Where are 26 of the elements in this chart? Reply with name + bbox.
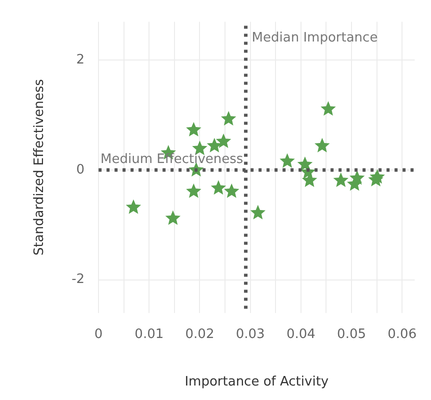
ref-line-label: Median Importance [252, 30, 378, 46]
y-axis-title: Standardized Effectiveness [32, 78, 48, 256]
point [186, 122, 202, 136]
x-axis-title: Importance of Activity [184, 374, 329, 390]
point [210, 180, 226, 195]
point [186, 183, 202, 198]
point [216, 133, 232, 148]
x-tick-label: 0.03 [236, 326, 265, 342]
y-tick-label: 0 [76, 162, 85, 178]
point [220, 110, 236, 126]
x-tick-label: 0.04 [286, 326, 316, 342]
x-tick-label: 0.05 [337, 326, 366, 342]
x-tick-label: 0.02 [185, 326, 214, 342]
point [165, 210, 181, 225]
x-tick-label: 0.06 [388, 326, 417, 342]
point [314, 138, 330, 152]
point [250, 204, 266, 220]
y-tick-label: -2 [72, 272, 85, 288]
point [224, 183, 240, 198]
point [280, 153, 295, 168]
x-tick-label: 0.01 [134, 326, 164, 342]
point [126, 199, 142, 214]
x-tick-label: 0 [94, 326, 103, 342]
point [320, 101, 336, 116]
point [333, 172, 348, 187]
y-tick-label: 2 [76, 52, 85, 68]
